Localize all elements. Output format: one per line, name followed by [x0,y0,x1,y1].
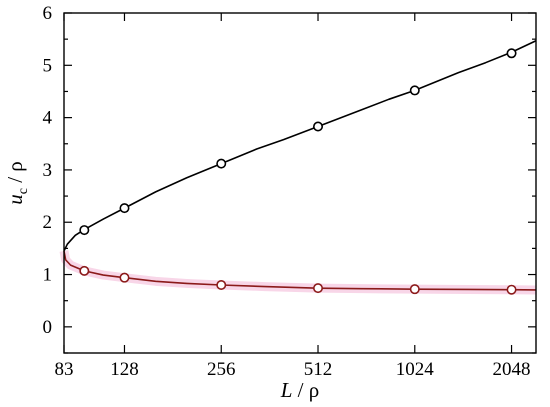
y-tick-label: 1 [43,265,53,286]
y-tick-label: 2 [43,212,53,233]
y-tick-label: 0 [43,317,53,338]
series-0-point [216,158,227,169]
y-tick-label: 5 [43,55,53,76]
series-1-point [313,283,324,294]
series-1-point [409,284,420,295]
x-axis-label: L / ρ [280,378,320,402]
series-0-point [79,225,90,236]
series-1-point [119,272,130,283]
x-tick-labels: 83 128 256 512 1024 2048 [55,359,531,380]
series-0-point [119,203,130,214]
plot-content [59,39,537,295]
series-1-point [506,284,517,295]
series-0-line [63,39,537,252]
series-1-band [59,250,537,295]
y-tick-labels: 0 1 2 3 4 5 6 [43,3,53,338]
x-tick-label: 2048 [493,359,531,380]
x-tick-label: 512 [304,359,333,380]
y-tick-label: 3 [43,160,53,181]
x-tick-label: 256 [207,359,236,380]
series-0-point [506,48,517,59]
x-tick-label: 83 [55,359,74,380]
x-tick-label: 128 [110,359,139,380]
plot-frame [63,12,537,354]
series-1-point [79,265,90,276]
x-tick-label: 1024 [396,359,435,380]
axis-ticks [63,12,536,354]
series-0-point [409,85,420,96]
y-tick-label: 4 [43,108,53,129]
series-1-point [216,279,227,290]
series-0-point [313,121,324,132]
y-axis-label: uc / ρ [3,161,31,205]
y-tick-label: 6 [43,3,53,24]
series-1-line [63,250,537,291]
